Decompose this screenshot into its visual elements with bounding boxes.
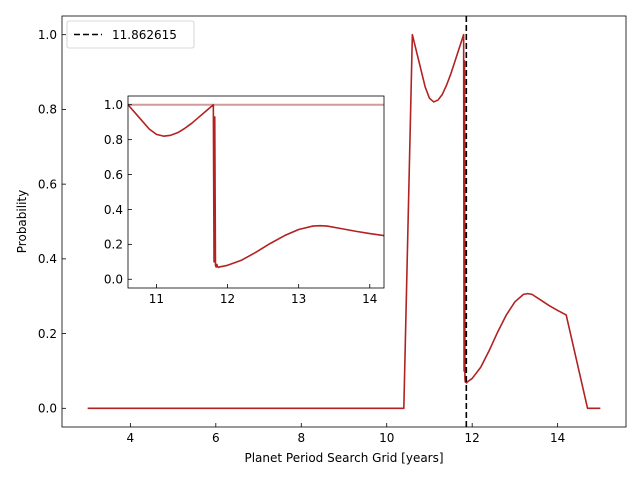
main-x-tick-label: 12 xyxy=(465,431,480,445)
main-plot: 4 6 8 10 12 14 0.0 0.2 0.4 0.6 0.8 1.0 Planet Peri… xyxy=(15,15,627,465)
inset-series-group xyxy=(127,103,385,269)
main-y-tick-label: 0.4 xyxy=(38,252,57,266)
main-y-tick-label: 0.0 xyxy=(38,402,57,416)
main-x-tick-label: 6 xyxy=(212,431,220,445)
legend-label: 11.862615 xyxy=(112,28,177,42)
main-x-tick-label: 14 xyxy=(550,431,565,445)
main-x-tick-label: 10 xyxy=(379,431,394,445)
inset-y-tick-label: 0.4 xyxy=(104,203,123,217)
main-y-tick-label: 0.2 xyxy=(38,327,57,341)
inset-y-tick-label: 0.0 xyxy=(104,273,123,287)
inset-series-line xyxy=(127,103,385,269)
inset-y-tick-label: 1.0 xyxy=(104,98,123,112)
inset-x-tick-label: 12 xyxy=(220,292,235,306)
main-y-tick-label: 1.0 xyxy=(38,28,57,42)
legend: 11.862615 xyxy=(66,20,195,49)
inset-y-tick-label: 0.6 xyxy=(104,168,123,182)
main-x-tick-label: 8 xyxy=(297,431,305,445)
inset-x-tick-label: 13 xyxy=(291,292,306,306)
inset-y-ticks: 0.0 0.2 0.4 0.6 0.8 1.0 xyxy=(104,98,132,287)
inset-x-tick-label: 11 xyxy=(149,292,164,306)
inset-x-tick-label: 14 xyxy=(362,292,377,306)
inset-x-ticks: 11 12 13 14 xyxy=(149,284,377,306)
inset-background xyxy=(128,96,384,288)
y-axis-label: Probability xyxy=(15,190,29,253)
legend-box xyxy=(66,20,195,49)
x-axis-label: Planet Period Search Grid [years] xyxy=(244,451,443,465)
inset-axes-frame xyxy=(127,95,385,289)
inset-y-tick-label: 0.2 xyxy=(104,238,123,252)
main-y-tick-label: 0.8 xyxy=(38,103,57,117)
main-x-ticks: 4 6 8 10 12 14 xyxy=(127,423,565,445)
main-y-tick-label: 0.6 xyxy=(38,177,57,191)
inset-plot: 11 12 13 14 0.0 0.2 0.4 0.6 0.8 1.0 xyxy=(104,95,385,306)
main-axes-frame xyxy=(61,15,627,428)
inset-y-tick-label: 0.8 xyxy=(104,133,123,147)
main-x-tick-label: 4 xyxy=(127,431,135,445)
main-y-ticks: 0.0 0.2 0.4 0.6 0.8 1.0 xyxy=(38,28,66,416)
